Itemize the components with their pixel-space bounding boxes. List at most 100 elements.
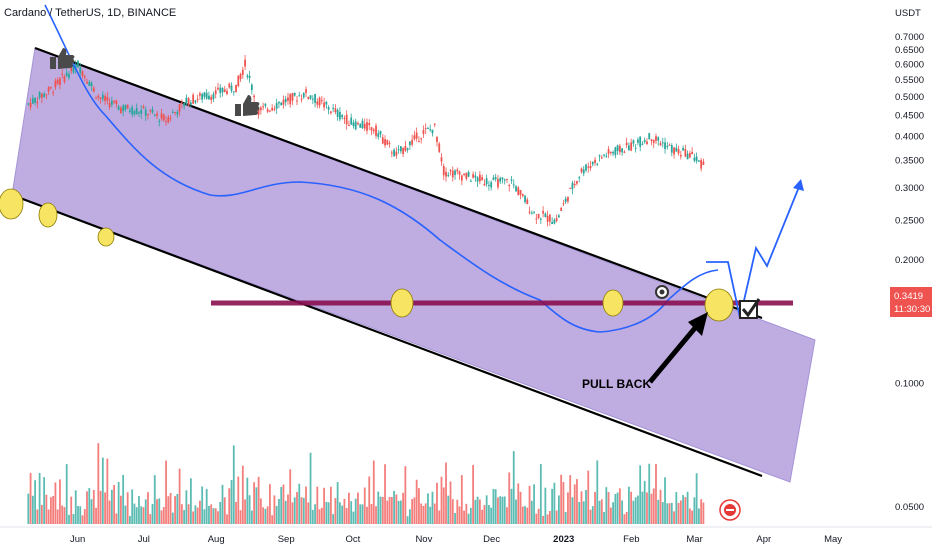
volume-bar — [413, 497, 416, 524]
candle-body — [664, 142, 666, 149]
candle-body — [456, 169, 459, 172]
volume-bar — [553, 482, 556, 524]
volume-bar — [648, 463, 651, 524]
volume-bar — [521, 506, 524, 524]
candle-body — [282, 99, 285, 105]
symbol-name[interactable]: Cardano / TetherUS — [4, 7, 102, 19]
volume-bar — [176, 493, 179, 524]
eye-icon[interactable] — [655, 285, 669, 299]
volume-bar — [634, 497, 637, 524]
price-axis[interactable]: 0.7000 0.6500 0.6000 0.5500 0.5000 0.4500 0.40… — [895, 32, 924, 513]
candle-body — [686, 153, 689, 160]
candle-body — [160, 113, 163, 119]
candle-body — [478, 174, 481, 182]
time-tick-label: Jul — [138, 534, 150, 545]
candle-body — [257, 109, 260, 115]
candle-body — [196, 99, 199, 101]
candle-body — [564, 198, 567, 203]
last-price-value: 0.3419 — [894, 291, 923, 302]
volume-bar — [271, 515, 274, 524]
volume-bar — [239, 510, 242, 524]
volume-bar — [187, 504, 190, 524]
volume-bar — [108, 500, 111, 524]
time-tick-label: Jun — [70, 534, 85, 545]
volume-bar — [641, 491, 644, 524]
candle-body — [264, 103, 267, 106]
candle-body — [700, 159, 703, 169]
volume-bar — [244, 499, 246, 524]
volume-bar — [113, 485, 116, 524]
candle-body — [241, 69, 244, 75]
candle-body — [140, 109, 143, 114]
candle-body — [138, 112, 140, 114]
candle-body — [59, 78, 61, 86]
candle-body — [329, 111, 332, 114]
volume-bar — [61, 505, 64, 524]
volume-bar — [679, 500, 682, 524]
candle-body — [293, 92, 296, 96]
candle-body — [113, 100, 116, 103]
candle-body — [555, 218, 558, 221]
volume-bar — [433, 503, 436, 524]
price-tick-label: 0.6000 — [895, 59, 924, 70]
candle-body — [418, 141, 420, 143]
candle-body — [607, 149, 610, 154]
price-axis-unit: USDT — [895, 8, 921, 19]
candle-body — [83, 76, 86, 78]
candle-body — [65, 72, 68, 76]
candle-body — [147, 114, 149, 116]
interval-label[interactable]: 1D — [107, 7, 122, 19]
volume-bars — [27, 443, 705, 524]
volume-bar — [560, 474, 563, 524]
time-axis[interactable]: Jun Jul Aug Sep Oct Nov Dec 2023 Feb Mar Apr May — [70, 534, 842, 545]
candle-body — [562, 203, 565, 205]
volume-bar — [316, 486, 319, 524]
candle-body — [415, 132, 418, 139]
volume-bar — [350, 501, 353, 524]
volume-bar — [169, 492, 172, 524]
candle-body — [436, 136, 438, 143]
candle-body — [345, 114, 348, 125]
candle-body — [192, 94, 195, 104]
volume-bar — [390, 497, 393, 524]
candle-body — [668, 144, 671, 146]
candle-body — [300, 98, 303, 100]
candle-body — [359, 123, 362, 128]
volume-bar — [47, 509, 50, 524]
volume-bar — [427, 493, 429, 524]
candle-body — [630, 142, 633, 151]
candle-body — [621, 148, 624, 153]
volume-bar — [384, 464, 386, 524]
candle-body — [697, 160, 700, 162]
volume-bar — [210, 504, 213, 524]
volume-bar — [388, 496, 391, 524]
candle-body — [510, 179, 513, 181]
volume-bar — [639, 465, 642, 524]
candle-body — [307, 97, 310, 99]
volume-bar — [165, 460, 167, 524]
candle-body — [614, 147, 617, 156]
volume-bar — [259, 498, 262, 524]
candle-body — [492, 177, 495, 180]
candle-body — [237, 75, 240, 87]
volume-bar — [296, 492, 298, 524]
volume-bar — [208, 506, 210, 524]
candle-body — [688, 152, 691, 158]
candle-body — [235, 84, 237, 92]
marker-circle — [97, 227, 115, 247]
candle-body — [336, 109, 339, 117]
volume-bar — [546, 514, 549, 524]
candle-body — [675, 147, 678, 152]
volume-bar — [293, 497, 296, 524]
candle-body — [79, 67, 82, 73]
candle-body — [605, 155, 608, 157]
candle-body — [634, 147, 637, 149]
candle-body — [361, 120, 364, 129]
candle-body — [126, 104, 129, 109]
volume-bar — [397, 500, 400, 524]
volume-bar — [205, 488, 208, 524]
candle-body — [199, 93, 201, 96]
candle-body — [537, 214, 540, 219]
candle-body — [481, 177, 484, 181]
